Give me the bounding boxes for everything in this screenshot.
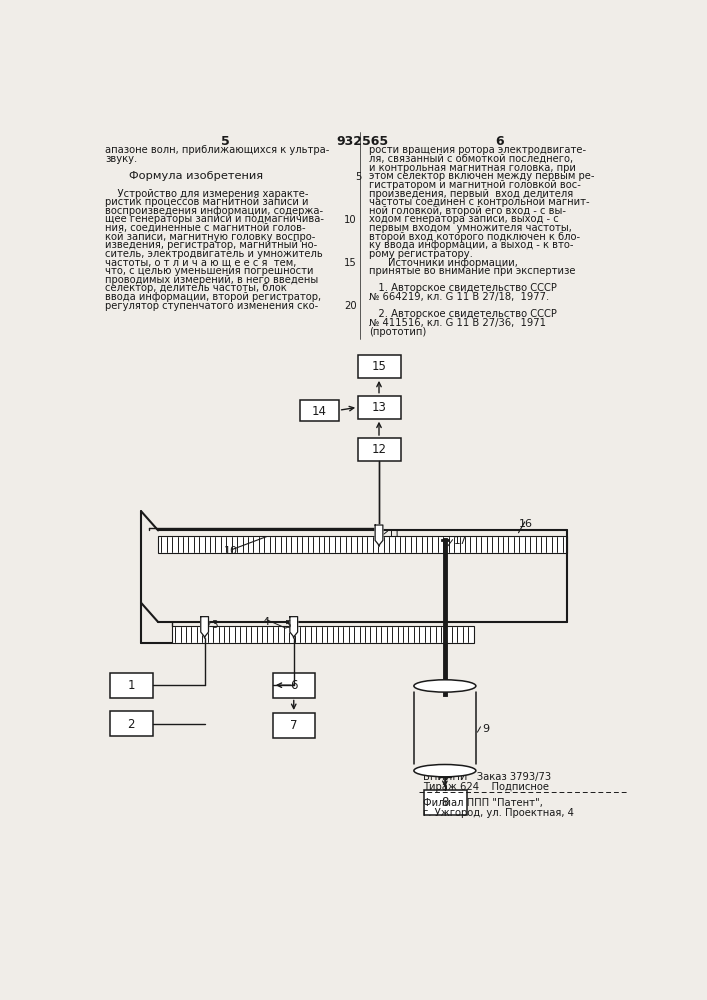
Text: воспроизведения информации, содержа-: воспроизведения информации, содержа- [105, 206, 324, 216]
Text: второй вход которого подключен к бло-: второй вход которого подключен к бло- [369, 232, 580, 242]
Text: 10: 10 [344, 215, 356, 225]
Text: принятые во внимание при экспертизе: принятые во внимание при экспертизе [369, 266, 575, 276]
Text: 16: 16 [518, 519, 532, 529]
Text: Источники информации,: Источники информации, [388, 258, 518, 268]
Text: 4: 4 [263, 617, 270, 627]
Text: ходом генератора записи, выход - с: ходом генератора записи, выход - с [369, 214, 559, 224]
Text: 20: 20 [344, 301, 356, 311]
Text: что, с целью уменьшения погрешности: что, с целью уменьшения погрешности [105, 266, 314, 276]
Text: № 411516, кл. G 11 В 27/36,  1971: № 411516, кл. G 11 В 27/36, 1971 [369, 318, 546, 328]
Text: и контрольная магнитная головка, при: и контрольная магнитная головка, при [369, 163, 575, 173]
Bar [358, 438, 401, 461]
Text: Формула изобретения: Формула изобретения [129, 171, 263, 181]
Text: произведения, первый  вход делителя: произведения, первый вход делителя [369, 189, 573, 199]
Text: ния, соединенные с магнитной голов-: ния, соединенные с магнитной голов- [105, 223, 306, 233]
Text: 10: 10 [224, 546, 238, 556]
Text: 1: 1 [127, 679, 135, 692]
Text: регулятор ступенчатого изменения ско-: регулятор ступенчатого изменения ско- [105, 301, 319, 311]
Text: рости вращения ротора электродвигате-: рости вращения ротора электродвигате- [369, 145, 586, 155]
Bar [172, 626, 474, 643]
Text: 13: 13 [372, 401, 387, 414]
Text: Тираж 624    Подписное: Тираж 624 Подписное [423, 782, 549, 792]
Bar [358, 396, 401, 419]
Text: 1. Авторское свидетельство СССР: 1. Авторское свидетельство СССР [369, 283, 557, 293]
Text: 9: 9 [482, 724, 489, 734]
Text: ВНИИПИ   Заказ 3793/73: ВНИИПИ Заказ 3793/73 [423, 772, 551, 782]
Text: звуку.: звуку. [105, 154, 138, 164]
Ellipse shape [414, 764, 476, 777]
Bar [273, 673, 315, 698]
Text: № 664219, кл. G 11 В 27/18,  1977.: № 664219, кл. G 11 В 27/18, 1977. [369, 292, 549, 302]
Bar [424, 790, 467, 815]
Text: ной головкой, второй его вход - с вы-: ной головкой, второй его вход - с вы- [369, 206, 566, 216]
Text: 6: 6 [495, 135, 503, 148]
Polygon shape [201, 617, 209, 638]
Text: кой записи, магнитную головку воспро-: кой записи, магнитную головку воспро- [105, 232, 316, 242]
Bar [358, 355, 401, 378]
Text: 5: 5 [284, 620, 291, 631]
Ellipse shape [414, 680, 476, 692]
Text: 15: 15 [344, 258, 356, 268]
Text: Устройство для измерения характе-: Устройство для измерения характе- [105, 189, 309, 199]
Text: ристик процессов магнитной записи и: ристик процессов магнитной записи и [105, 197, 309, 207]
Text: (прототип): (прототип) [369, 327, 426, 337]
Text: частоты соединен с контрольной магнит-: частоты соединен с контрольной магнит- [369, 197, 590, 207]
Bar [273, 713, 315, 738]
Text: проводимых измерений, в него введены: проводимых измерений, в него введены [105, 275, 319, 285]
Text: 6: 6 [290, 679, 298, 692]
Text: Филиал ППП "Патент",: Филиал ППП "Патент", [423, 798, 543, 808]
Text: 932565: 932565 [336, 135, 388, 148]
Text: 3: 3 [211, 620, 218, 631]
Text: г. Ужгород, ул. Проектная, 4: г. Ужгород, ул. Проектная, 4 [423, 808, 574, 818]
Text: первым входом  умножителя частоты,: первым входом умножителя частоты, [369, 223, 572, 233]
Text: апазоне волн, приближающихся к ультра-: апазоне волн, приближающихся к ультра- [105, 145, 329, 155]
Text: селектор, делитель частоты, блок: селектор, делитель частоты, блок [105, 283, 287, 293]
Text: частоты, о т л и ч а ю щ е е с я  тем,: частоты, о т л и ч а ю щ е е с я тем, [105, 258, 297, 268]
Text: ввода информации, второй регистратор,: ввода информации, второй регистратор, [105, 292, 322, 302]
Text: 14: 14 [312, 405, 327, 418]
Bar [158, 536, 567, 553]
Text: гистратором и магнитной головкой вос-: гистратором и магнитной головкой вос- [369, 180, 580, 190]
Polygon shape [290, 617, 298, 638]
Text: ля, связанный с обмоткой последнего,: ля, связанный с обмоткой последнего, [369, 154, 573, 164]
Text: щее генераторы записи и подмагничива-: щее генераторы записи и подмагничива- [105, 214, 325, 224]
Text: рому регистратору.: рому регистратору. [369, 249, 473, 259]
Text: 8: 8 [441, 796, 448, 809]
Bar [300, 400, 339, 421]
Bar [438, 768, 451, 777]
Text: 12: 12 [371, 443, 387, 456]
Bar [110, 673, 153, 698]
Bar [110, 711, 153, 736]
Text: 2: 2 [127, 718, 135, 731]
Polygon shape [375, 525, 383, 547]
Text: 15: 15 [372, 360, 387, 373]
Text: 2. Авторское свидетельство СССР: 2. Авторское свидетельство СССР [369, 309, 557, 319]
Text: 7: 7 [290, 719, 298, 732]
Text: 5: 5 [221, 135, 230, 148]
Text: этом селектор включен между первым ре-: этом селектор включен между первым ре- [369, 171, 595, 181]
Text: 17: 17 [454, 536, 467, 546]
Text: 5: 5 [355, 172, 361, 182]
Text: ку ввода информации, а выход - к вто-: ку ввода информации, а выход - к вто- [369, 240, 573, 250]
Text: изведения, регистратор, магнитный но-: изведения, регистратор, магнитный но- [105, 240, 317, 250]
Text: ситель, электродвигатель и умножитель: ситель, электродвигатель и умножитель [105, 249, 323, 259]
Text: 11: 11 [388, 529, 402, 539]
